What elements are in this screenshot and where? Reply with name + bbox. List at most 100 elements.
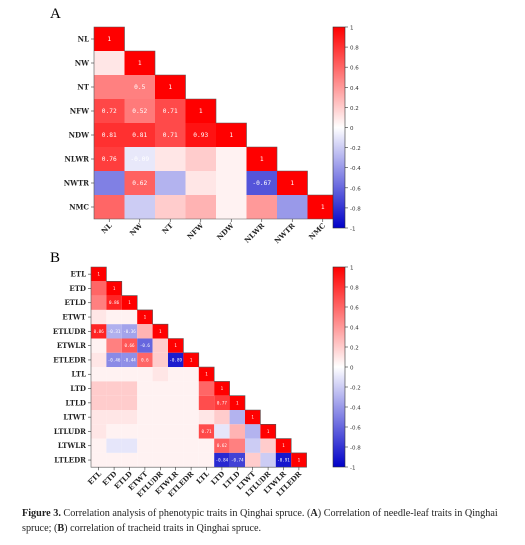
cell-etludr-etl	[91, 324, 107, 339]
cell-etludr-etd	[106, 324, 122, 339]
panel-a-letter: A	[50, 6, 61, 22]
x-label-nt: NT	[160, 220, 175, 235]
cell-etd-etl	[91, 281, 107, 296]
cell-ndw-ndw	[216, 123, 247, 147]
cell-ltledr-etd	[106, 452, 122, 468]
cell-ltl-etledr	[183, 367, 199, 382]
cell-value-label: 1	[128, 300, 131, 305]
cell-ltld-etludr	[152, 395, 168, 410]
cell-etwt-etld	[121, 309, 138, 325]
cell-nwtr-ndw	[216, 171, 247, 195]
cell-nlwr-nw	[124, 147, 155, 171]
colorbar-tick-label: 0.4	[350, 86, 359, 92]
cell-value-label: 1	[199, 108, 203, 115]
x-label-nlwr: NLWR	[242, 221, 266, 245]
cell-ltwlr-ltwlr	[275, 438, 292, 453]
cell-ltwt-etludr	[152, 410, 168, 425]
colorbar-tick-label: 0.6	[350, 306, 359, 312]
colorbar-tick-label: -0.4	[350, 166, 361, 172]
cell-ltludr-etl	[91, 424, 107, 439]
cell-value-label: -0.44	[123, 357, 136, 362]
cell-value-label: 0.72	[102, 108, 117, 115]
cell-ltwt-etwt	[137, 410, 153, 425]
x-label-etl: ETL	[86, 469, 103, 486]
cell-nw-nw	[124, 51, 155, 75]
heatmap-panel-b: 110.86 110.86 -0.31 -0.36 10.66 -0.6 1-0.46 -0.…	[53, 266, 307, 499]
cell-nwtr-nw	[124, 171, 155, 195]
cell-nlwr-ndw	[216, 147, 247, 171]
cell-ltld-etld	[121, 395, 138, 410]
cell-ltl-etl	[91, 367, 107, 382]
cell-value-label: 0.81	[132, 132, 147, 139]
cell-ltld-etwlr	[168, 395, 184, 410]
cell-ndw-nl	[94, 123, 125, 147]
colorbar-tick-label: -0.2	[350, 386, 361, 392]
cell-ltl-etwt	[137, 367, 153, 382]
caption-text-3: ) correlation of tracheid traits in Qing…	[64, 523, 262, 534]
cell-nmc-nl	[94, 195, 125, 219]
cell-value-label: 1	[229, 132, 233, 139]
cell-ltd-etl	[91, 381, 107, 396]
cell-value-label: 0.66	[124, 343, 135, 348]
cell-ltledr-ltledr	[291, 452, 307, 468]
cell-etwt-etd	[106, 309, 122, 325]
cell-nwtr-nwtr	[277, 171, 308, 195]
cell-value-label: 1	[97, 272, 100, 277]
colorbar-tick-label: -0.6	[350, 186, 361, 192]
cell-nlwr-nl	[94, 147, 125, 171]
y-label-etd: ETD	[69, 284, 86, 293]
cell-ltledr-etld	[121, 452, 138, 468]
cell-ltwt-etl	[91, 410, 107, 425]
cell-ltludr-ltl	[198, 424, 215, 439]
cell-value-label: -0.89	[169, 357, 182, 362]
y-label-ndw: NDW	[69, 130, 89, 139]
caption-text-2: ) Correlation of needle-leaf traits in Q…	[22, 508, 498, 534]
cell-ltd-ltl	[198, 381, 215, 396]
cell-ltludr-ltd	[214, 424, 230, 439]
cell-ltl-etld	[121, 367, 138, 382]
cell-value-label: -0.09	[130, 156, 149, 163]
cell-ltledr-ltl	[198, 452, 215, 468]
cell-etwlr-etld	[121, 338, 138, 353]
cell-ltwt-etledr	[183, 410, 199, 425]
cell-value-label: 0.86	[109, 300, 120, 305]
y-label-etwt: ETWT	[62, 313, 86, 322]
cell-etld-etd	[106, 295, 122, 310]
cell-ltledr-etl	[91, 452, 107, 468]
cell-value-label: 1	[113, 286, 116, 291]
cell-ltwlr-ltld	[229, 438, 245, 453]
cell-etwt-etl	[91, 309, 107, 325]
cell-value-label: 0.71	[163, 132, 178, 139]
cell-nlwr-nt	[155, 147, 186, 171]
cell-ltludr-etledr	[183, 424, 199, 439]
cell-etledr-etd	[106, 352, 122, 368]
cell-ltwlr-etld	[121, 438, 138, 453]
cell-ltwt-ltwt	[245, 410, 261, 425]
cell-etwlr-etl	[91, 338, 107, 353]
caption-ref-b: B	[57, 523, 65, 534]
x-label-nfw: NFW	[185, 221, 205, 241]
cell-value-label: 1	[236, 400, 239, 405]
cell-etludr-etwt	[137, 324, 153, 339]
cell-ltwlr-ltl	[198, 438, 215, 453]
cell-etl-etl	[91, 267, 107, 282]
caption-text-1: Correlation analysis of phenotypic trait…	[60, 508, 311, 519]
cell-ltledr-etledr	[183, 452, 199, 468]
cell-nmc-nwtr	[277, 195, 308, 219]
cell-etludr-etld	[121, 324, 138, 339]
cell-ltld-etwt	[137, 395, 153, 410]
y-label-ltwt: LTWT	[63, 413, 86, 422]
y-label-nmc: NMC	[69, 202, 89, 211]
figure-caption: Figure 3. Correlation analysis of phenot…	[22, 506, 512, 536]
cell-nt-nl	[94, 75, 125, 99]
cell-nmc-nw	[124, 195, 155, 219]
cell-value-label: 0.71	[163, 108, 178, 115]
cell-nfw-nl	[94, 99, 125, 123]
cell-ltludr-ltwt	[245, 424, 261, 439]
cell-ltd-etld	[121, 381, 138, 396]
cell-value-label: 1	[138, 60, 142, 67]
y-label-nlwr: NLWR	[64, 154, 89, 163]
cell-ltledr-ltd	[214, 452, 230, 468]
colorbar-tick-label: -1	[350, 466, 355, 472]
cell-ltld-etd	[106, 395, 122, 410]
